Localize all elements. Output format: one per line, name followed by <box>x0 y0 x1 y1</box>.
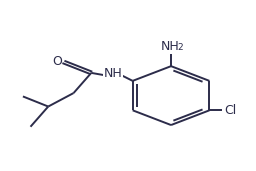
Text: O: O <box>52 55 62 68</box>
Text: NH: NH <box>104 67 123 80</box>
Text: Cl: Cl <box>224 104 237 117</box>
Text: 2: 2 <box>178 43 184 52</box>
Text: NH: NH <box>161 40 179 53</box>
